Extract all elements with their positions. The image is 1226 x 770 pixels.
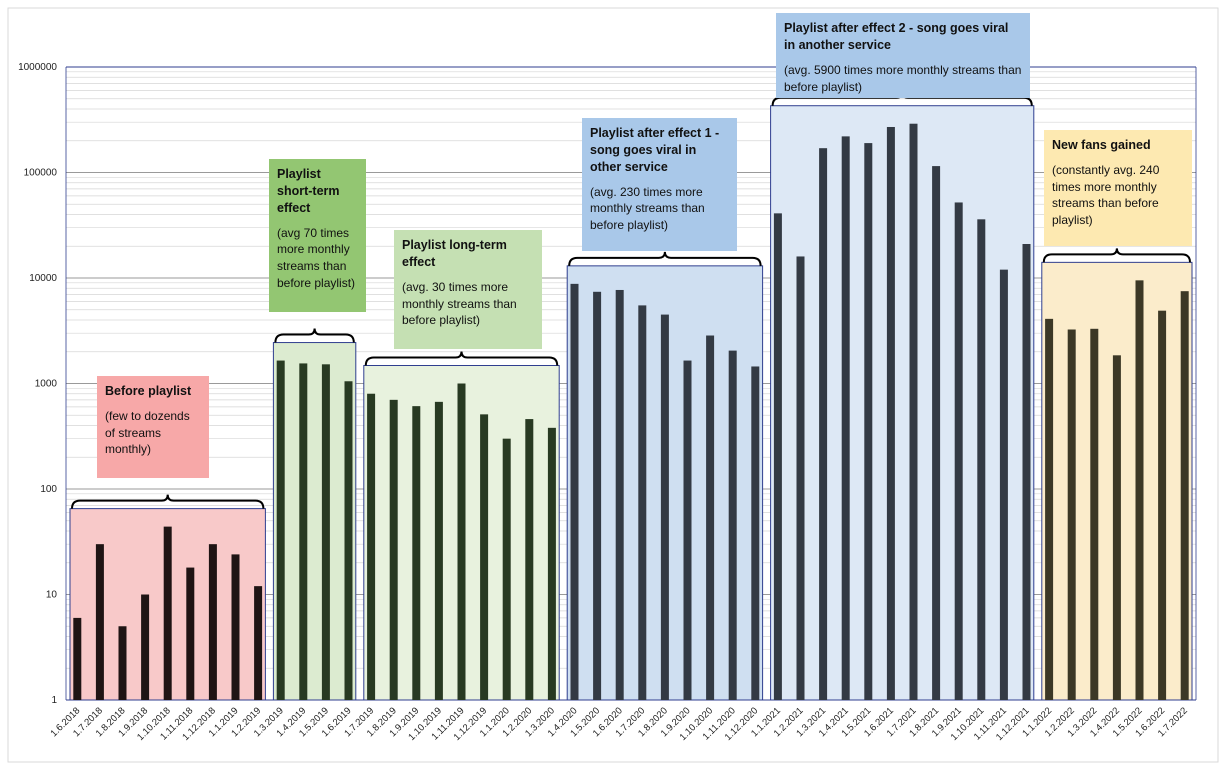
y-tick-label: 10: [46, 590, 58, 601]
bar: [999, 269, 1008, 700]
bar: [254, 586, 263, 700]
bar: [751, 366, 760, 700]
phase-title: Playlist short-term effect: [277, 167, 340, 215]
phase-title: Before playlist: [105, 384, 192, 398]
phase-background: [272, 342, 357, 701]
y-tick-label: 100000: [24, 168, 58, 179]
bar: [525, 419, 534, 700]
bar: [73, 617, 82, 700]
bar: [660, 314, 669, 700]
bar: [547, 427, 556, 700]
phase-title: Playlist after effect 2 - song goes vira…: [784, 21, 1009, 52]
bar: [706, 335, 715, 700]
bar: [909, 123, 918, 700]
phase-description: (avg 70 times more monthly streams than …: [277, 225, 356, 291]
phase-label-box: Before playlist (few to dozends of stream…: [97, 376, 209, 478]
bar: [954, 202, 963, 700]
bar: [796, 256, 805, 700]
phase-title: New fans gained: [1052, 138, 1151, 152]
bar: [683, 360, 692, 700]
bar: [299, 363, 308, 700]
bar: [1180, 291, 1189, 700]
bar: [480, 414, 489, 700]
bar: [344, 381, 353, 700]
bar: [1112, 355, 1121, 700]
phase-title: Playlist after effect 1 - song goes vira…: [590, 126, 720, 174]
bar: [886, 126, 895, 701]
bar: [208, 544, 217, 700]
bar: [977, 219, 986, 700]
phase-background: [770, 105, 1035, 701]
bar: [1135, 280, 1144, 700]
bar: [95, 544, 104, 700]
bar: [389, 399, 398, 700]
bar: [1022, 244, 1031, 700]
y-tick-labels: 1 10 100 1000 10000 100000 1000000: [18, 62, 57, 706]
bar: [864, 143, 873, 700]
bar: [141, 594, 150, 700]
phase-label-box: Playlist after effect 2 - song goes vira…: [776, 13, 1030, 98]
phase-brace: [364, 351, 559, 366]
y-tick-label: 1: [51, 695, 57, 706]
bars: [73, 123, 1189, 701]
bar: [570, 283, 579, 700]
phase-description: (avg. 5900 times more monthly streams th…: [784, 62, 1022, 94]
bar: [615, 289, 624, 700]
phase-brace: [71, 494, 265, 509]
phase-label-box: Playlist after effect 1 - song goes vira…: [582, 118, 737, 251]
y-tick-label: 1000: [35, 379, 58, 390]
bar: [457, 383, 466, 700]
bar: [841, 136, 850, 701]
bar: [932, 166, 941, 700]
bar: [1090, 328, 1099, 700]
y-tick-label: 1000000: [18, 62, 57, 73]
bar: [1158, 310, 1167, 700]
bar: [186, 567, 195, 700]
bar: [773, 213, 782, 700]
phase-label-box: Playlist long-term effect (avg. 30 times …: [394, 230, 542, 349]
y-tick-label: 10000: [29, 273, 57, 284]
bar: [276, 360, 285, 700]
phase-label-box: Playlist short-term effect (avg 70 times …: [269, 159, 366, 312]
phase-description: (few to dozends of streams monthly): [105, 408, 190, 457]
bar: [502, 438, 511, 700]
phase-title: Playlist long-term effect: [402, 238, 507, 269]
phase-description: (constantly avg. 240 times more monthly …: [1052, 162, 1160, 228]
bar: [819, 148, 828, 701]
bar: [163, 526, 172, 700]
bar: [231, 554, 240, 700]
bar: [412, 406, 421, 700]
bar: [593, 291, 602, 700]
bar: [1045, 318, 1054, 700]
bar: [118, 626, 127, 700]
bar: [728, 350, 737, 700]
phase-description: (avg. 30 times more monthly streams than…: [402, 279, 517, 328]
bar: [1067, 329, 1076, 700]
bar: [367, 393, 376, 700]
phase-description: (avg. 230 times more monthly streams tha…: [590, 184, 705, 233]
y-tick-label: 100: [40, 484, 57, 495]
bar: [638, 305, 647, 700]
bar: [321, 364, 330, 700]
bar: [434, 401, 443, 700]
phase-label-box: New fans gained (constantly avg. 240 time…: [1044, 130, 1192, 246]
